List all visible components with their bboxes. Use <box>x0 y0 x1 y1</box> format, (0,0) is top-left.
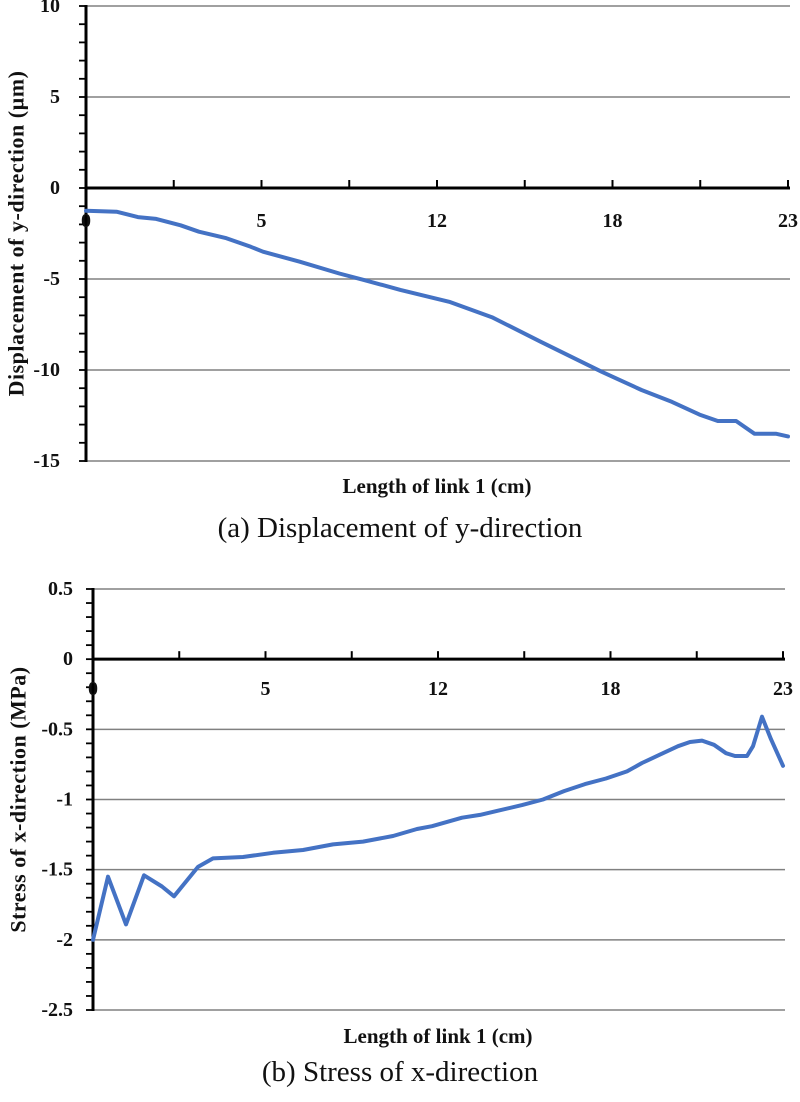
y-tick-label: 0 <box>63 648 73 670</box>
y-tick-label: 0 <box>50 177 60 199</box>
y-tick-label: -15 <box>33 450 60 472</box>
y-tick-label: -10 <box>33 359 60 381</box>
x-tick-label: 12 <box>428 678 448 700</box>
y-tick-label: -1.5 <box>41 859 73 881</box>
data-series-line <box>91 714 785 942</box>
x-tick-label: 23 <box>773 678 793 700</box>
x-tick-label: 0 <box>88 678 98 700</box>
x-tick-label: 0 <box>81 210 91 232</box>
y-tick-label: -0.5 <box>41 718 73 740</box>
x-tick-label: 5 <box>257 210 267 232</box>
y-axis-title: Stress of x-direction (MPa) <box>6 666 31 932</box>
x-tick-label: 23 <box>778 210 798 232</box>
y-tick-label: -1 <box>56 789 73 811</box>
x-axis-title: Length of link 1 (cm) <box>343 474 532 498</box>
caption-chart-a: (a) Displacement of y-direction <box>217 512 583 544</box>
data-series-line <box>84 208 790 439</box>
x-tick-label: 18 <box>601 678 621 700</box>
x-axis-title: Length of link 1 (cm) <box>344 1024 533 1048</box>
x-tick-label: 5 <box>261 678 271 700</box>
y-tick-label: -2.5 <box>41 999 73 1021</box>
y-tick-label: -2 <box>56 929 73 951</box>
y-tick-label: 0.5 <box>48 578 73 600</box>
x-tick-label: 12 <box>427 210 447 232</box>
y-axis-title: Displacement of y-direction (µm) <box>4 71 29 397</box>
x-tick-label: 18 <box>603 210 623 232</box>
y-tick-label: 5 <box>50 86 60 108</box>
y-tick-label: -5 <box>43 268 60 290</box>
caption-chart-b: (b) Stress of x-direction <box>261 1056 539 1088</box>
y-tick-label: 10 <box>40 0 60 17</box>
